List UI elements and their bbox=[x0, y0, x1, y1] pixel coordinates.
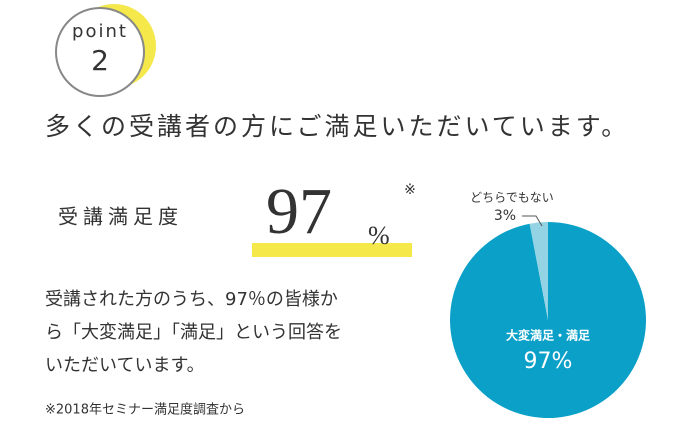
leader-line bbox=[522, 215, 543, 227]
slice-value: 3% bbox=[494, 208, 516, 224]
badge-number: 2 bbox=[91, 44, 109, 77]
heading: 多くの受講者の方にご満足いただいています。 bbox=[45, 112, 629, 141]
badge-circle bbox=[55, 7, 145, 97]
body-line: いただいています。 bbox=[45, 355, 205, 376]
footnote: ※2018年セミナー満足度調査から bbox=[45, 402, 245, 418]
body-line: ら「大変満足」「満足」という回答を bbox=[45, 322, 342, 343]
badge-label: point bbox=[72, 21, 128, 42]
highlight bbox=[252, 243, 412, 257]
slice-label: どちらでもない bbox=[470, 191, 554, 205]
stat-value: 97 bbox=[266, 175, 332, 248]
slice-value: 97% bbox=[524, 349, 573, 374]
note-mark: ※ bbox=[404, 182, 416, 198]
stat-unit: % bbox=[368, 221, 390, 250]
body-line: 受講された方のうち、97％の皆様か bbox=[45, 289, 338, 310]
pie-slice bbox=[529, 222, 548, 320]
slice-label: 大変満足・満足 bbox=[506, 328, 590, 343]
stat-label: 受講満足度 bbox=[58, 205, 183, 229]
